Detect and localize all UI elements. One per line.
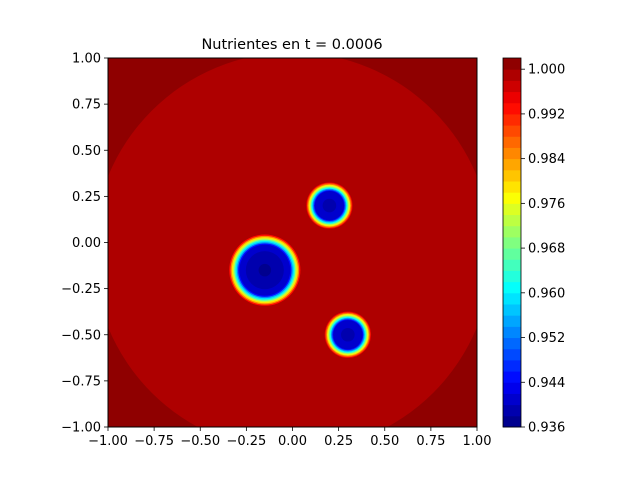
y-tick-label: −0.75 [61,374,101,389]
colorbar-segment [503,259,521,271]
colorbar-segment [503,225,521,238]
y-tick-label: −0.25 [61,282,101,297]
colorbar-segment [503,382,521,394]
y-tick-label: 0.25 [72,190,101,205]
y-tick-label: −0.50 [61,328,101,343]
x-tick-label: −0.75 [134,434,174,449]
contour-level [344,331,352,339]
chart-title: Nutrientes en t = 0.0006 [201,37,382,53]
x-axis: −1.00 −0.75 −0.50 −0.25 0.00 0.25 0.50 0.75 1.00 [88,427,491,449]
y-tick-label: −1.00 [61,421,101,436]
colorbar-segment [503,214,521,227]
y-tick-label: 0.50 [72,144,101,159]
y-tick-label: 0.75 [72,98,101,113]
colorbar-segment [503,136,521,148]
colorbar-segment [503,292,521,305]
colorbar-segment [503,236,521,249]
colorbar-tick-label: 0.952 [528,331,565,346]
y-axis: 1.00 0.75 0.50 0.25 0.00 −0.25 −0.50 −0.75 −1.00 [61,52,108,436]
colorbar-segment [503,393,521,406]
colorbar-tick-label: 0.992 [528,107,565,122]
colorbar-segment [503,248,521,260]
colorbar-tick-label: 1.000 [528,63,565,78]
x-tick-label: −1.00 [88,434,128,449]
colorbar-segment [503,102,521,115]
colorbar-segment [503,415,521,428]
colorbar-segment [503,158,521,171]
colorbar-tick-label: 0.936 [528,421,565,436]
colorbar-segment [503,147,521,160]
colorbar-segment [503,315,521,327]
colorbar-segment [503,270,521,283]
contour-level [325,201,334,210]
colorbar-tick-label: 0.984 [528,152,565,167]
depletion-spot-3 [323,310,372,359]
colorbar-segment [503,69,521,81]
colorbar-segment [503,359,521,372]
x-tick-label: 1.00 [463,434,492,449]
y-tick-label: 1.00 [72,52,101,67]
colorbar-segment [503,91,521,104]
colorbar-segment [503,181,521,193]
colorbar-segment [503,169,521,182]
colorbar-segment [503,281,521,294]
colorbar-segment [503,113,521,126]
colorbar: 1.000 0.992 0.984 0.976 0.968 0.960 0.952 0.944… [502,57,565,436]
x-tick-label: 0.25 [324,434,353,449]
colorbar-tick-label: 0.960 [528,286,565,301]
x-tick-label: 0.75 [416,434,445,449]
colorbar-frame [502,57,522,428]
x-tick-label: −0.25 [226,434,266,449]
colorbar-segment [503,348,521,361]
contour-level [261,266,269,274]
colorbar-segment [503,203,521,216]
colorbar-segment [503,80,521,93]
colorbar-tick-label: 0.976 [528,197,565,212]
colorbar-segment [503,326,521,339]
colorbar-segment [503,371,521,383]
background-region [108,58,477,427]
colorbar-segment [503,58,521,70]
colorbar-tick-label: 0.968 [528,242,565,257]
y-tick-label: 0.00 [72,236,101,251]
x-tick-label: −0.50 [180,434,220,449]
colorbar-segment [503,125,521,137]
plot-area [108,58,477,427]
colorbar-segment [503,404,521,417]
depletion-spot-2 [305,181,354,230]
x-tick-label: 0.00 [278,434,307,449]
x-tick-label: 0.50 [370,434,399,449]
colorbar-segment [503,337,521,350]
depletion-spot-1 [227,233,302,308]
colorbar-segment [503,192,521,204]
colorbar-segment [503,304,521,316]
colorbar-tick-label: 0.944 [528,376,565,391]
